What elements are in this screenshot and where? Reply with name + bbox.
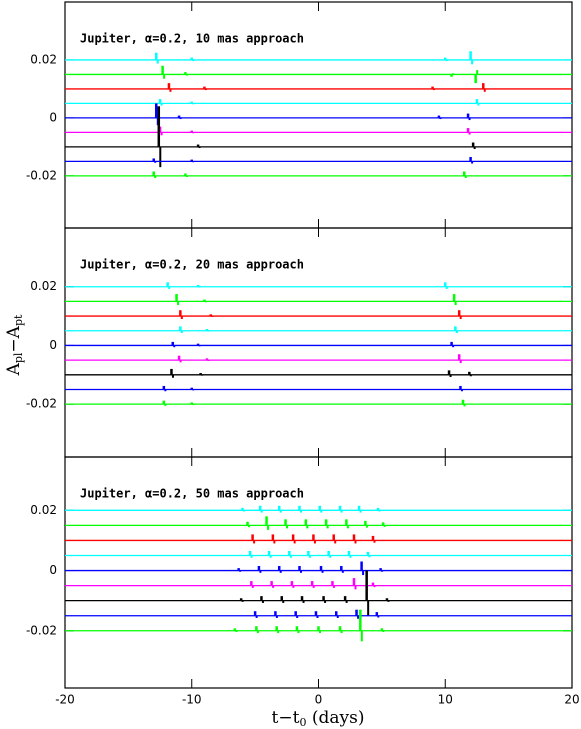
- y-tick-label: 0.02: [30, 52, 57, 66]
- y-tick-label: 0.02: [30, 503, 57, 517]
- y-label-sub: pl: [12, 352, 25, 363]
- y-tick-label: -0.02: [26, 397, 57, 411]
- annotation: Jupiter, α=0.2, 20 mas approach: [80, 258, 304, 272]
- y-label-sub: pt: [12, 314, 25, 326]
- x-label-part: (days): [306, 708, 364, 728]
- y-axis-label: Apl−Apt: [4, 314, 26, 376]
- x-tick-label: -10: [182, 693, 202, 707]
- y-label-part: −A: [4, 325, 24, 352]
- x-tick-label: -20: [55, 693, 75, 707]
- annotation: Jupiter, α=0.2, 50 mas approach: [80, 487, 304, 501]
- x-axis-label: t−t0 (days): [272, 708, 365, 729]
- y-tick-label: 0: [49, 110, 57, 124]
- x-tick-label: 0: [315, 693, 323, 707]
- y-tick-label: 0: [49, 563, 57, 577]
- annotation: Jupiter, α=0.2, 10 mas approach: [80, 32, 304, 46]
- y-tick-label: -0.02: [26, 623, 57, 637]
- x-label-sub: 0: [299, 716, 306, 729]
- y-tick-label: -0.02: [26, 168, 57, 182]
- x-label-part: t−t: [272, 708, 300, 728]
- x-tick-label: 20: [564, 693, 579, 707]
- y-label-part: A: [4, 362, 24, 376]
- y-tick-label: 0.02: [30, 279, 57, 293]
- y-tick-label: 0: [49, 338, 57, 352]
- x-tick-label: 10: [438, 693, 453, 707]
